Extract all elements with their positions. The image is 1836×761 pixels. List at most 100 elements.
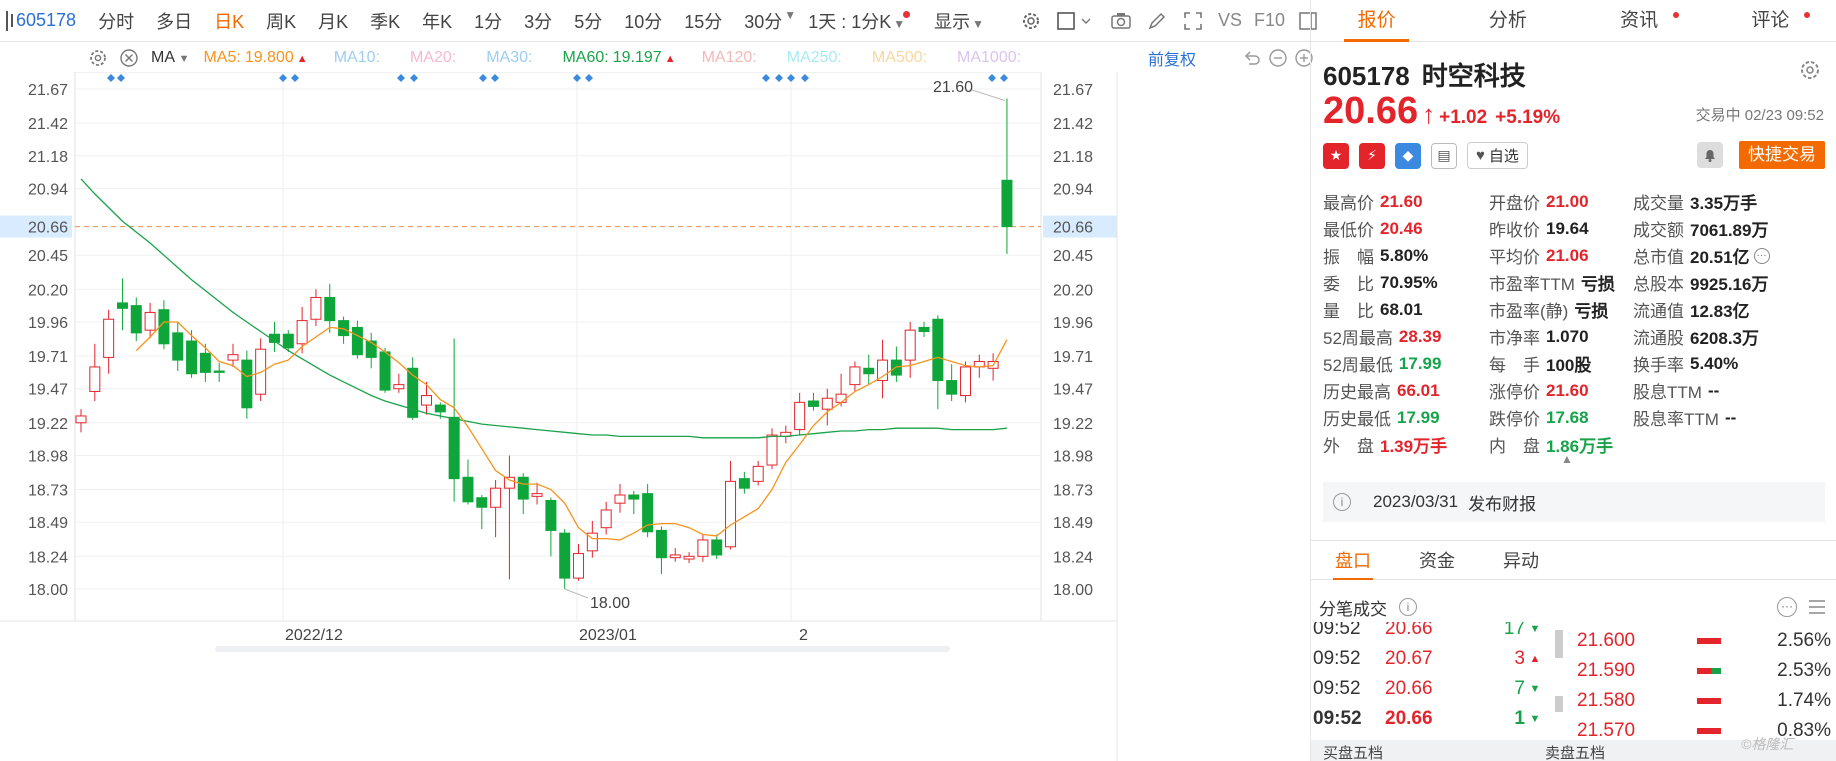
event-marker-icon[interactable]	[107, 74, 115, 82]
candle-body[interactable]	[946, 380, 958, 395]
candle-body[interactable]	[904, 329, 916, 361]
zoom-in-icon[interactable]	[1294, 48, 1314, 68]
event-marker-icon[interactable]	[479, 74, 487, 82]
more-icon[interactable]: ···	[1753, 247, 1770, 264]
candle-body[interactable]	[103, 318, 115, 358]
timeframe-11[interactable]: 15分	[684, 11, 723, 32]
candle-body[interactable]	[725, 480, 737, 548]
kline-chart[interactable]: 21.67 21.67 21.42 21.42 21.18 21.18 20.94 20.94…	[0, 72, 1310, 761]
candle-body[interactable]	[241, 359, 253, 409]
event-marker-icon[interactable]	[279, 74, 287, 82]
timeframe-12[interactable]: 30分	[744, 11, 783, 32]
lightning-icon[interactable]: ⚡	[1359, 142, 1385, 169]
more-options-icon[interactable]: ···	[1777, 597, 1797, 617]
candle-body[interactable]	[628, 494, 640, 500]
ma-legend-item[interactable]: MA120:	[701, 49, 757, 66]
tick-scrollbar-thumb[interactable]	[1555, 696, 1563, 712]
zoom-out-icon[interactable]	[1268, 48, 1288, 68]
quote-tab-1[interactable]: 分析	[1488, 10, 1527, 31]
chart-scrollbar[interactable]	[215, 646, 950, 652]
tick-scrollbar[interactable]	[1555, 630, 1563, 658]
timeframe-more-chevron-icon[interactable]: ▼	[784, 7, 797, 22]
candle-body[interactable]	[545, 499, 557, 531]
candle-body[interactable]	[393, 384, 405, 390]
ma-legend-item[interactable]: MA1000:	[957, 49, 1022, 66]
candle-body[interactable]	[462, 476, 474, 503]
earnings-notice[interactable]: i 2023/03/31 发布财报	[1323, 482, 1825, 522]
add-watchlist-button[interactable]: ♥ 自选	[1467, 142, 1528, 169]
candle-body[interactable]	[116, 302, 128, 309]
candle-body[interactable]	[932, 318, 944, 382]
ma-selector[interactable]: MA ▼	[151, 49, 190, 66]
candle-body[interactable]	[227, 354, 239, 361]
timeframe-7[interactable]: 1分	[474, 11, 503, 32]
timeframe-4[interactable]: 月K	[318, 11, 349, 32]
candle-body[interactable]	[559, 532, 571, 579]
orderbook-tab-0[interactable]: 盘口	[1311, 541, 1395, 580]
ma-legend-item[interactable]: MA500:	[871, 49, 928, 66]
candle-body[interactable]	[849, 366, 861, 386]
candle-body[interactable]	[586, 532, 598, 552]
candle-body[interactable]	[794, 401, 806, 431]
timeframe-2[interactable]: 日K	[214, 11, 245, 32]
candle-body[interactable]	[614, 494, 626, 504]
candle-body[interactable]	[711, 539, 723, 556]
candle-body[interactable]	[531, 493, 543, 497]
stock-code-label[interactable]: 605178	[16, 10, 77, 30]
quote-tab-2[interactable]: 资讯	[1574, 0, 1705, 41]
candle-body[interactable]	[407, 367, 419, 418]
timeframe-10[interactable]: 10分	[624, 11, 663, 32]
candle-body[interactable]	[186, 340, 198, 375]
quick-trade-button[interactable]: 快捷交易	[1739, 141, 1825, 169]
settings-gear-icon[interactable]	[1020, 10, 1042, 32]
ma-close-icon[interactable]	[119, 48, 139, 68]
candle-body[interactable]	[807, 400, 819, 407]
candle-body[interactable]	[573, 553, 585, 579]
timeframe-0[interactable]: 分时	[98, 11, 135, 32]
event-marker-icon[interactable]	[801, 74, 809, 82]
quote-settings-gear-icon[interactable]	[1798, 58, 1822, 82]
event-marker-icon[interactable]	[117, 74, 125, 82]
ma-legend-item[interactable]: MA10:	[333, 49, 380, 66]
collapse-chevron-icon[interactable]: ▲	[1561, 452, 1573, 466]
bell-icon[interactable]	[1697, 142, 1723, 168]
candle-body[interactable]	[75, 415, 87, 424]
candle-body[interactable]	[130, 305, 142, 334]
candle-body[interactable]	[752, 465, 764, 482]
candle-body[interactable]	[172, 332, 184, 361]
fullscreen-icon[interactable]	[1182, 10, 1204, 32]
candle-body[interactable]	[503, 476, 515, 489]
event-marker-icon[interactable]	[291, 74, 299, 82]
orderbook-tab-2[interactable]: 异动	[1503, 551, 1539, 571]
candle-body[interactable]	[1001, 179, 1013, 228]
candle-body[interactable]	[324, 296, 336, 322]
vs-compare-button[interactable]: VS	[1218, 10, 1243, 30]
candle-body[interactable]	[918, 326, 930, 333]
candle-body[interactable]	[766, 434, 778, 466]
sidebar-toggle-icon[interactable]	[6, 10, 13, 31]
undo-icon[interactable]	[1242, 48, 1262, 68]
event-marker-icon[interactable]	[573, 74, 581, 82]
quote-tab-0[interactable]: 报价	[1311, 0, 1442, 42]
candle-body[interactable]	[655, 529, 667, 559]
event-marker-icon[interactable]	[988, 74, 996, 82]
candle-body[interactable]	[213, 370, 225, 373]
ma-legend-item[interactable]: MA5: 19.800 ▲	[203, 49, 308, 66]
event-marker-icon[interactable]	[762, 74, 770, 82]
fuquan-selector[interactable]: 前复权	[1148, 52, 1197, 69]
timeframe-5[interactable]: 季K	[370, 11, 401, 32]
pencil-icon[interactable]	[1146, 10, 1168, 32]
candle-body[interactable]	[89, 366, 101, 392]
ma-legend-item[interactable]: MA60: 19.197 ▲	[562, 49, 676, 66]
candle-body[interactable]	[642, 493, 654, 533]
candle-body[interactable]	[738, 478, 750, 489]
orderbook-tab-1[interactable]: 资金	[1419, 551, 1455, 571]
candle-body[interactable]	[296, 320, 308, 345]
candle-body[interactable]	[365, 340, 377, 358]
timeframe-6[interactable]: 年K	[422, 11, 453, 32]
f10-button[interactable]: F10	[1254, 10, 1286, 30]
panel-collapse-icon[interactable]	[1297, 10, 1319, 32]
candle-body[interactable]	[448, 416, 460, 480]
candle-body[interactable]	[351, 326, 363, 356]
candle-body[interactable]	[697, 539, 709, 557]
